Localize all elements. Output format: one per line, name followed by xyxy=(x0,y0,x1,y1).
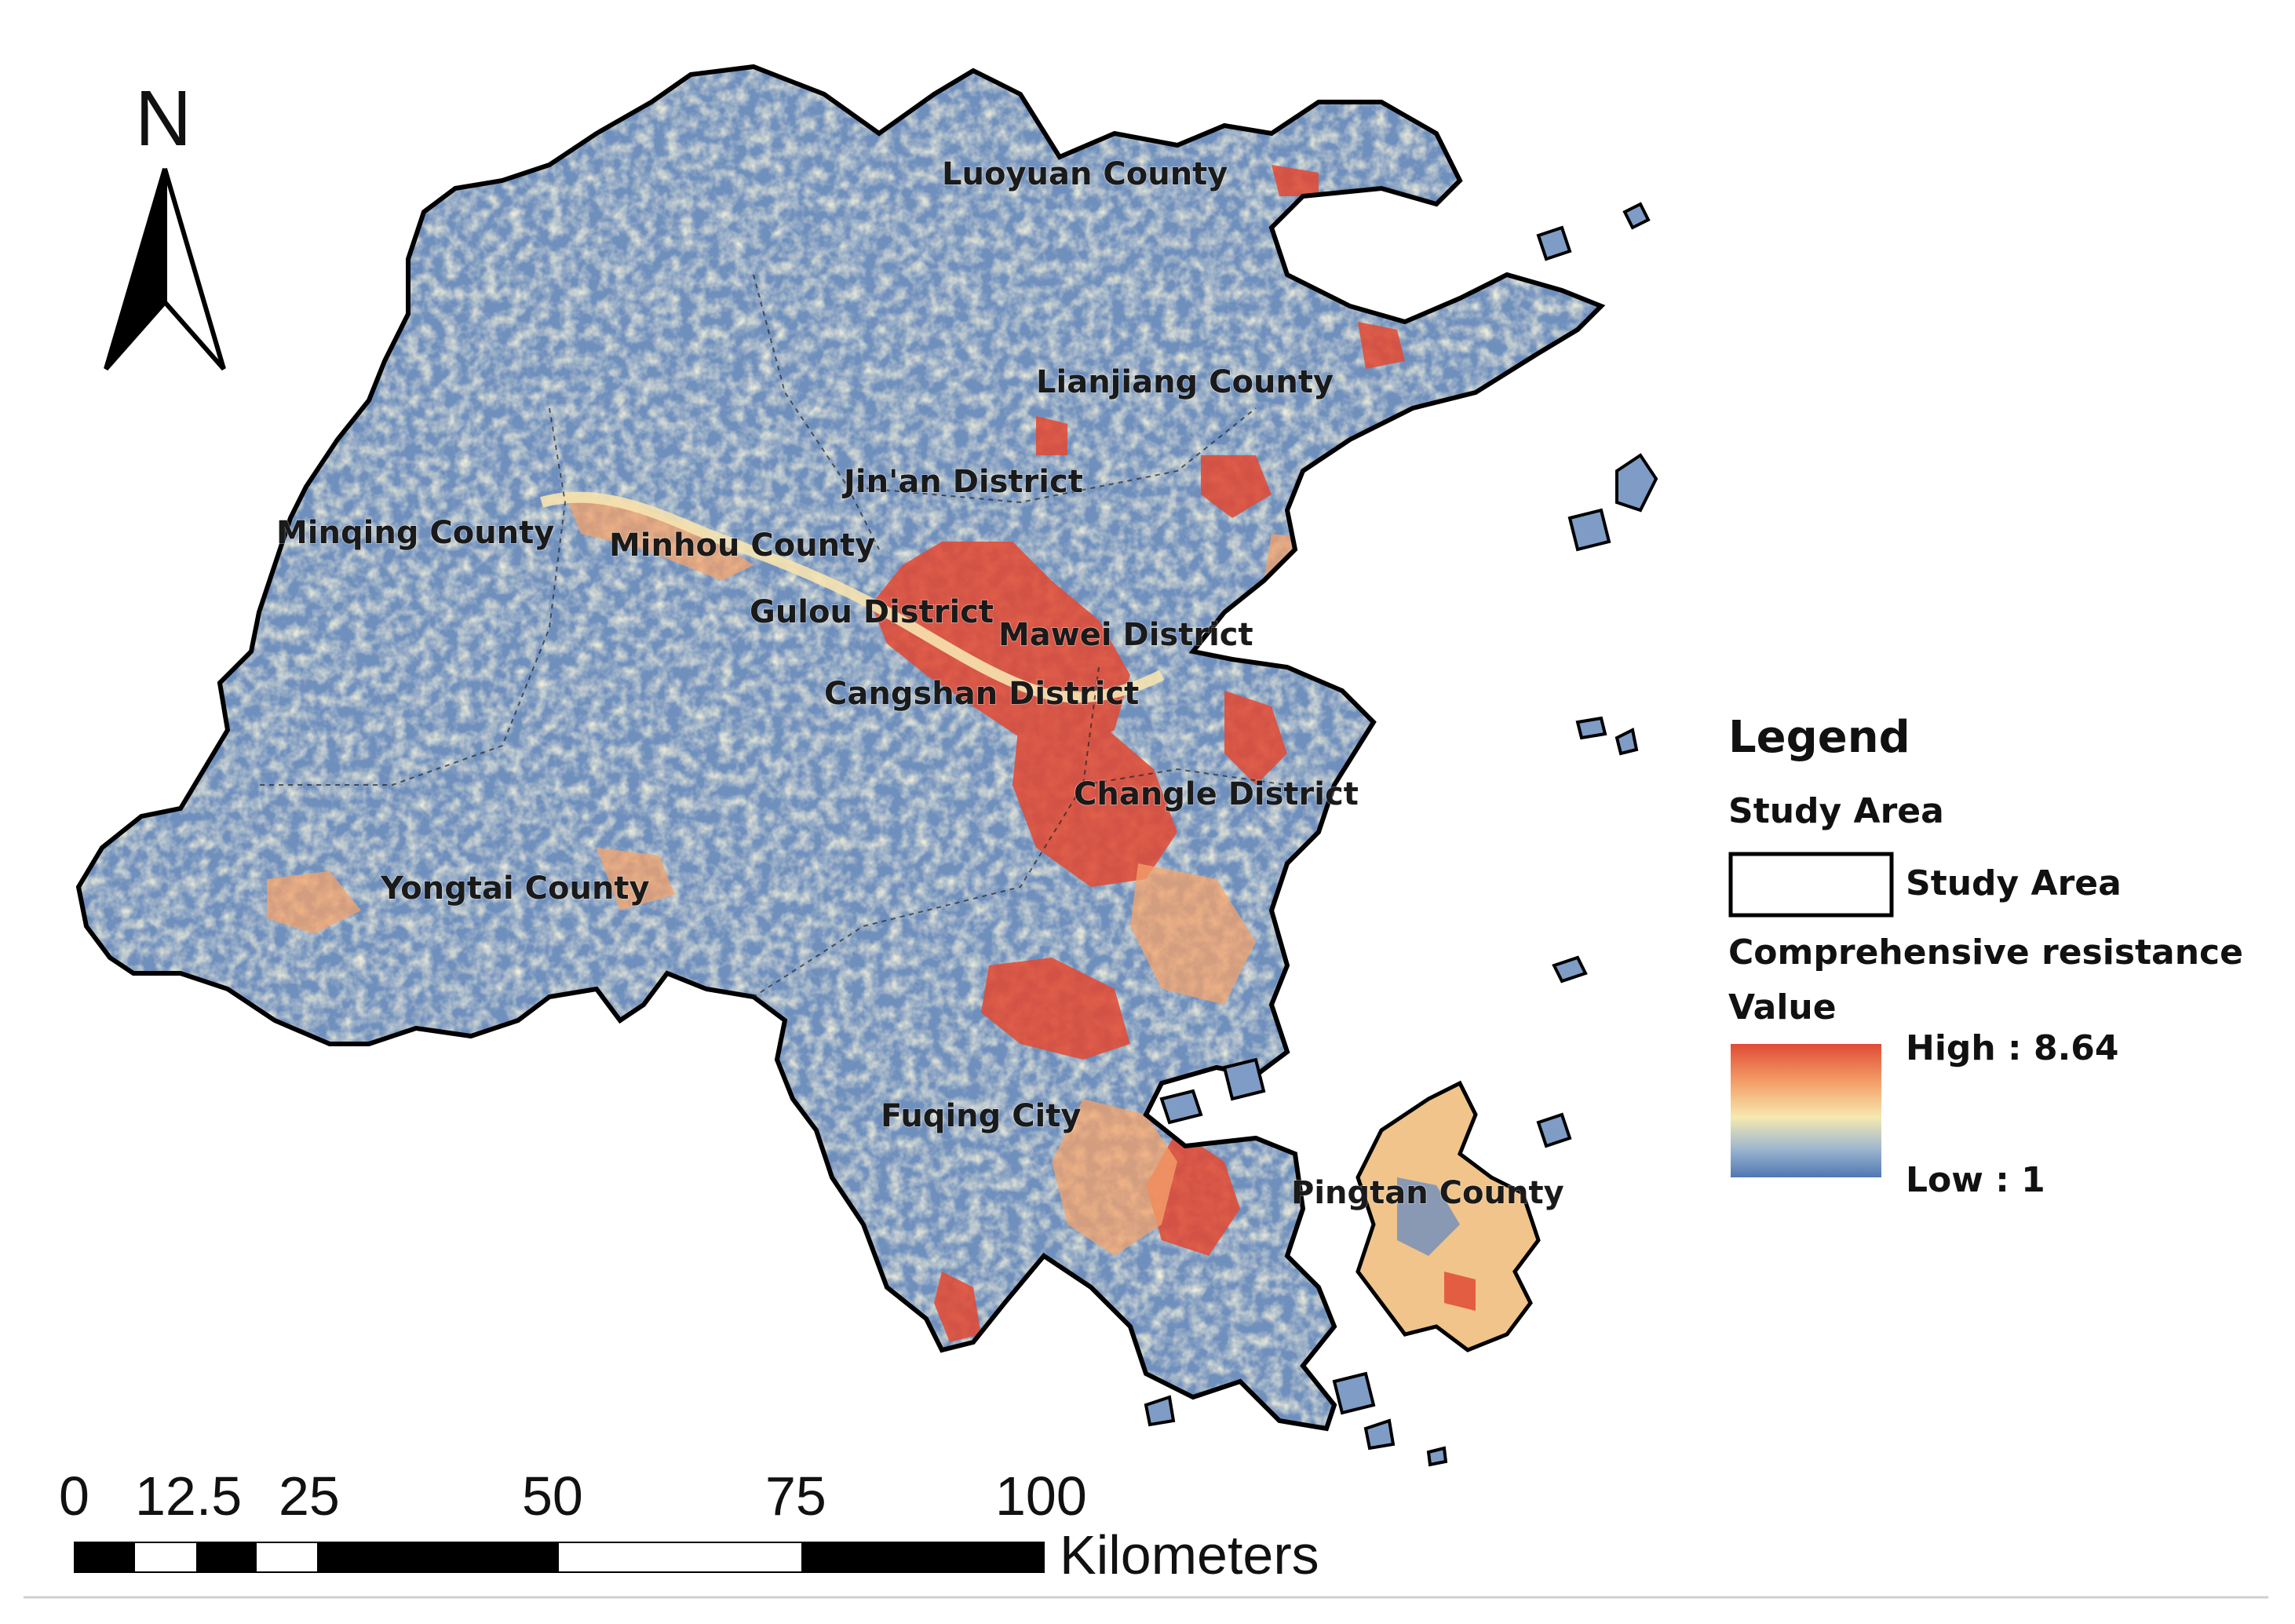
label-cangshan: Cangshan District xyxy=(824,676,1139,712)
district-labels: Luoyuan County Lianjiang County Jin'an D… xyxy=(275,155,1565,1212)
north-arrow: N xyxy=(104,75,226,370)
pingtan-island xyxy=(1355,1080,1541,1352)
legend-study-area-heading: Study Area xyxy=(1728,791,1944,831)
legend-high-label: High : 8.64 xyxy=(1906,1028,2119,1068)
legend-title: Legend xyxy=(1728,712,1910,763)
min-river xyxy=(540,491,1165,703)
label-minhou: Minhou County xyxy=(609,527,875,564)
legend-resistance-heading-1: Comprehensive resistance xyxy=(1728,932,2243,973)
label-yongtai: Yongtai County xyxy=(380,870,650,907)
label-fuqing: Fuqing City xyxy=(881,1098,1081,1134)
county-boundaries xyxy=(259,274,1288,998)
label-changle: Changle District xyxy=(1074,776,1359,812)
scale-segment xyxy=(317,1542,559,1572)
scale-segment xyxy=(801,1542,1044,1572)
scale-unit: Kilometers xyxy=(1060,1524,1319,1586)
north-arrow-label: N xyxy=(135,75,192,162)
legend: Legend Study Area Study Area Comprehensi… xyxy=(1728,712,2243,1200)
label-jinan: Jin'an District xyxy=(841,464,1083,500)
label-lianjiang: Lianjiang County xyxy=(1036,364,1334,400)
scale-tick-75: 75 xyxy=(765,1465,826,1527)
scale-tick-0: 0 xyxy=(59,1465,89,1527)
scale-tick-100: 100 xyxy=(995,1465,1087,1527)
label-luoyuan: Luoyuan County xyxy=(942,156,1228,192)
label-mawei: Mawei District xyxy=(998,617,1253,653)
scale-bar: 0 12.5 25 50 75 100 Kilometers xyxy=(59,1465,1319,1586)
legend-study-area-swatch xyxy=(1728,852,1894,918)
offshore-islands xyxy=(1144,202,1658,1467)
legend-resistance-heading-2: Value xyxy=(1728,987,1837,1027)
label-pingtan: Pingtan County xyxy=(1291,1175,1564,1211)
scale-segment xyxy=(75,1542,135,1572)
legend-low-label: Low : 1 xyxy=(1906,1160,2045,1200)
scale-segment xyxy=(196,1542,257,1572)
scale-tick-12-5: 12.5 xyxy=(135,1465,242,1527)
scale-tick-25: 25 xyxy=(279,1465,340,1527)
legend-study-area-label: Study Area xyxy=(1906,863,2122,903)
label-gulou: Gulou District xyxy=(750,594,994,630)
legend-color-ramp xyxy=(1731,1044,1881,1177)
scale-tick-50: 50 xyxy=(522,1465,583,1527)
label-minqing: Minqing County xyxy=(276,515,554,551)
